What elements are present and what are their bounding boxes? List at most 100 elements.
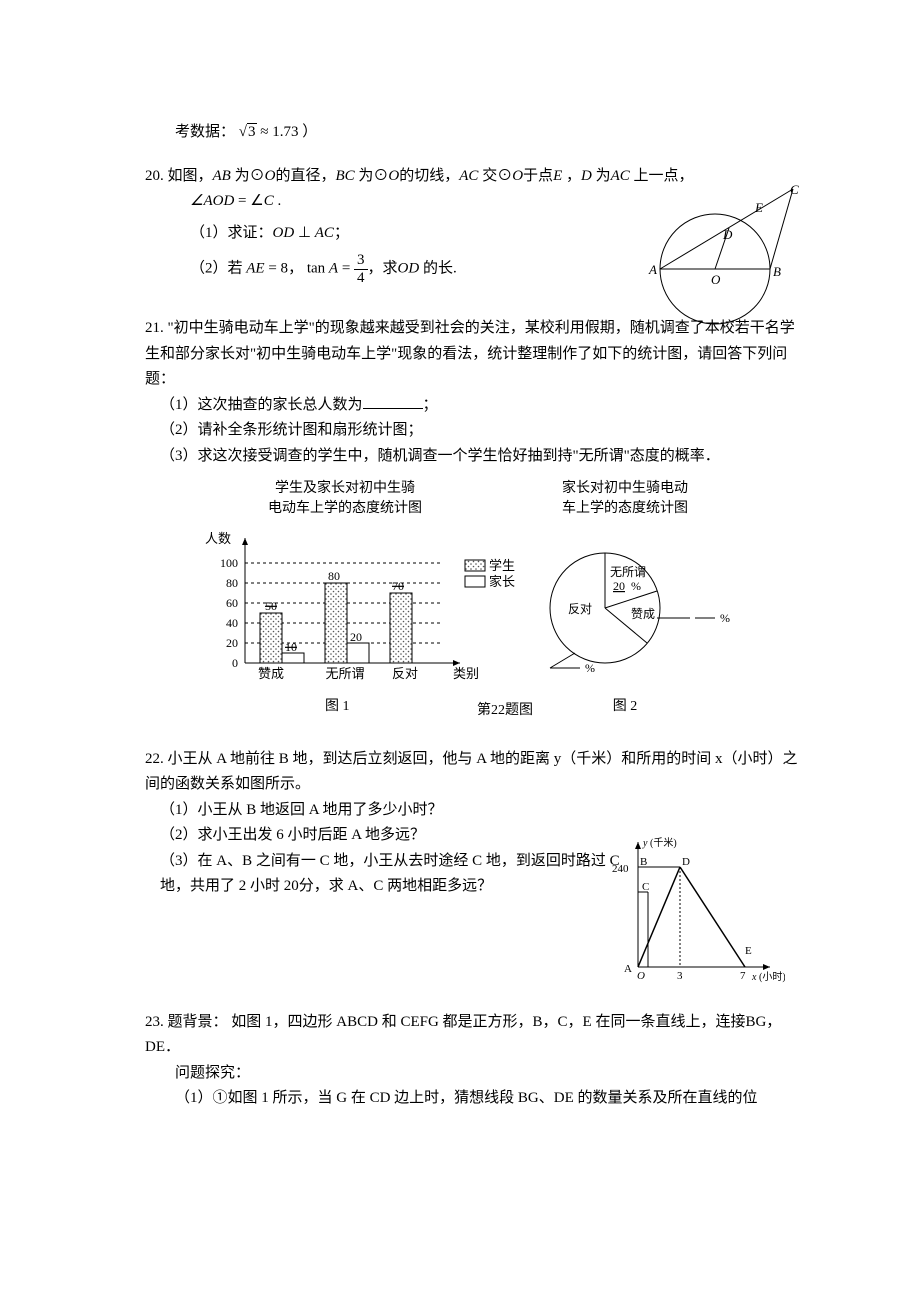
q19-prefix: 考数据： bbox=[175, 124, 235, 140]
svg-text:%: % bbox=[720, 611, 730, 625]
fig-label-a: A bbox=[648, 262, 657, 277]
svg-text:70: 70 bbox=[392, 579, 404, 593]
q20: 20. 如图，AB 为⊙O的直径，BC 为⊙O的切线，AC 交⊙O于点E ，D … bbox=[145, 164, 805, 287]
q22-figure: 240 B D C A O 3 7 E x(小时) y(千米) bbox=[610, 832, 785, 1002]
q21-intro: "初中生骑电动车上学"的现象越来越受到社会的关注，某校利用假期，随机调查了本校若… bbox=[145, 320, 795, 387]
svg-text:100: 100 bbox=[220, 556, 238, 570]
svg-text:7: 7 bbox=[740, 970, 746, 982]
var-aod: AOD bbox=[203, 193, 234, 209]
q21: 21. "初中生骑电动车上学"的现象越来越受到社会的关注，某校利用假期，随机调查… bbox=[145, 316, 805, 723]
fig-label-d: D bbox=[722, 227, 733, 242]
eq-sym: = ∠ bbox=[234, 193, 263, 209]
svg-text:%: % bbox=[631, 579, 641, 593]
svg-text:50: 50 bbox=[265, 599, 277, 613]
var-od2: OD bbox=[398, 260, 420, 276]
q20-l1g: 于点 bbox=[523, 168, 553, 184]
svg-text:0: 0 bbox=[232, 656, 238, 670]
q20-l1j: 上一点， bbox=[630, 168, 694, 184]
q20-p2d: ，求 bbox=[368, 260, 398, 276]
svg-text:A: A bbox=[624, 963, 632, 975]
q20-l1a: 如图， bbox=[168, 168, 213, 184]
svg-text:O: O bbox=[637, 970, 645, 982]
svg-text:10: 10 bbox=[285, 640, 297, 654]
svg-text:20: 20 bbox=[613, 579, 625, 593]
q23: 23. 题背景： 如图 1，四边形 ABCD 和 CEFG 都是正方形，B，C，… bbox=[145, 1010, 805, 1112]
svg-text:E: E bbox=[745, 945, 752, 957]
svg-text:(千米): (千米) bbox=[650, 836, 677, 849]
q23-bg: 如图 1，四边形 ABCD 和 CEFG 都是正方形，B，C，E 在同一条直线上… bbox=[145, 1014, 781, 1056]
q20-p2a: （2）若 bbox=[190, 260, 246, 276]
fig-label-e: E bbox=[754, 200, 763, 215]
var-e: E bbox=[553, 168, 562, 184]
var-c: C bbox=[264, 193, 274, 209]
q20-l1h: ， bbox=[562, 168, 581, 184]
q19-tail: 考数据： 3 ≈ 1.73 ） bbox=[145, 120, 805, 146]
var-ac3: AC bbox=[315, 225, 334, 241]
svg-text:D: D bbox=[682, 856, 690, 868]
eq8: = 8 bbox=[265, 260, 288, 276]
var-ae: AE bbox=[246, 260, 264, 276]
q21-p3: （3）求这次接受调查的学生中，随机调查一个学生恰好抽到持"无所谓"态度的概率． bbox=[145, 444, 805, 470]
q20-figure: A B C D E O bbox=[645, 184, 800, 339]
fig-label-b: B bbox=[773, 264, 781, 279]
svg-text:3: 3 bbox=[677, 970, 683, 982]
var-d: D bbox=[581, 168, 592, 184]
svg-text:80: 80 bbox=[226, 576, 238, 590]
var-od: OD bbox=[273, 225, 295, 241]
var-bc: BC bbox=[335, 168, 354, 184]
svg-text:y: y bbox=[642, 838, 648, 849]
bar-ylabel: 人数 bbox=[205, 528, 231, 550]
fraction: 34 bbox=[354, 252, 368, 286]
svg-text:60: 60 bbox=[226, 596, 238, 610]
q21-p1end: ； bbox=[423, 397, 438, 413]
svg-text:赞成: 赞成 bbox=[258, 666, 284, 681]
q20-l1f: 交⊙ bbox=[478, 168, 512, 184]
var-ac2: AC bbox=[611, 168, 630, 184]
pie-caption: 图 2 bbox=[505, 695, 745, 719]
svg-text:20: 20 bbox=[226, 636, 238, 650]
svg-text:x: x bbox=[751, 972, 757, 983]
svg-text:20: 20 bbox=[350, 630, 362, 644]
svg-text:B: B bbox=[640, 856, 647, 868]
var-ab: AB bbox=[213, 168, 231, 184]
perp-icon: ⊥ bbox=[294, 225, 315, 241]
q20-l1b: 为⊙ bbox=[231, 168, 265, 184]
q22-p1: （1）小王从 B 地返回 A 地用了多少小时？ bbox=[145, 798, 805, 824]
var-o: O bbox=[265, 168, 276, 184]
q20-p1a: （1）求证： bbox=[190, 225, 273, 241]
svg-text:240: 240 bbox=[612, 863, 629, 875]
q19-suffix: ） bbox=[302, 124, 317, 140]
svg-text:反对: 反对 bbox=[392, 666, 418, 681]
q20-l1e: 的切线， bbox=[399, 168, 459, 184]
var-a: A bbox=[329, 260, 338, 276]
svg-text:80: 80 bbox=[328, 569, 340, 583]
pie-title1: 家长对初中生骑电动 bbox=[505, 479, 745, 499]
bar-caption: 图 1 bbox=[325, 695, 350, 719]
blank-field[interactable] bbox=[363, 394, 423, 409]
dot: . bbox=[274, 193, 282, 209]
q21-num: 21. bbox=[145, 320, 164, 336]
q19-approx: ≈ 1.73 bbox=[260, 124, 298, 140]
svg-text:(小时): (小时) bbox=[759, 971, 785, 983]
var-o3: O bbox=[512, 168, 523, 184]
svg-text:%: % bbox=[585, 661, 595, 675]
q20-num: 20. bbox=[145, 168, 164, 184]
q21-p1: （1）这次抽查的家长总人数为 bbox=[160, 397, 363, 413]
var-ac: AC bbox=[459, 168, 478, 184]
q20-p2c: = bbox=[338, 260, 354, 276]
bar-title1: 学生及家长对初中生骑 bbox=[205, 479, 485, 499]
svg-text:C: C bbox=[642, 881, 649, 893]
svg-text:反对: 反对 bbox=[568, 602, 592, 616]
q22-intro: 小王从 A 地前往 B 地，到达后立刻返回，他与 A 地的距离 y（千米）和所用… bbox=[145, 751, 798, 793]
q20-p1b: ； bbox=[334, 225, 349, 241]
q20-p2e: 的长. bbox=[419, 260, 457, 276]
svg-text:无所谓: 无所谓 bbox=[610, 565, 646, 579]
pie-title2: 车上学的态度统计图 bbox=[505, 499, 745, 519]
svg-text:赞成: 赞成 bbox=[631, 607, 655, 621]
svg-text:无所谓: 无所谓 bbox=[325, 666, 364, 681]
var-o2: O bbox=[388, 168, 399, 184]
q21-p2: （2）请补全条形统计图和扇形统计图； bbox=[145, 418, 805, 444]
q23-p1: （1）①如图 1 所示，当 G 在 CD 边上时，猜想线段 BG、DE 的数量关… bbox=[145, 1086, 805, 1112]
q20-l1d: 为⊙ bbox=[355, 168, 389, 184]
q22-num: 22. bbox=[145, 751, 164, 767]
